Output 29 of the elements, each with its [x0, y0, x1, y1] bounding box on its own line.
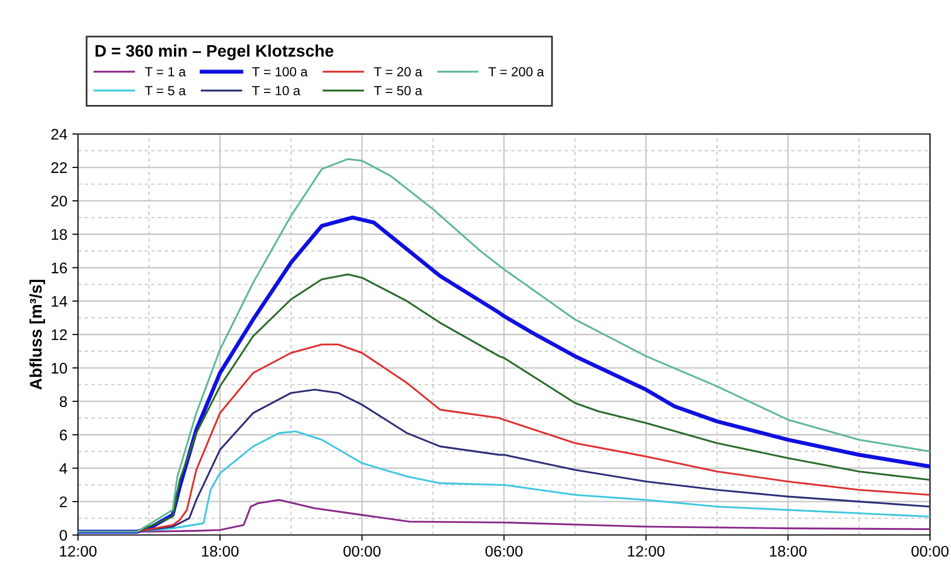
x-tick-label: 18:00 — [202, 546, 239, 557]
y-tick-label: 24 — [51, 128, 68, 140]
y-tick-label: 2 — [60, 496, 67, 508]
chart-title: D = 360 min – Pegel Klotzsche — [96, 44, 334, 60]
legend-label: T = 200 a — [488, 67, 544, 76]
y-axis-title: Abfluss [m³/s] — [30, 280, 46, 390]
y-tick-label: 0 — [60, 530, 67, 541]
legend-label: T = 20 a — [374, 67, 422, 76]
legend-label: T = 5 a — [144, 86, 186, 96]
y-tick-label: 14 — [52, 296, 68, 307]
y-tick-label: 4 — [59, 463, 68, 474]
legend-label: T = 1 a — [144, 67, 186, 76]
y-tick-label: 6 — [60, 430, 67, 440]
y-tick-label: 10 — [52, 362, 67, 374]
x-tick-label: 00:00 — [911, 546, 949, 557]
y-tick-label: 18 — [52, 229, 67, 240]
x-tick-label: 06:00 — [485, 546, 523, 557]
y-tick-label: 22 — [51, 162, 67, 173]
x-tick-label: 12:00 — [60, 546, 97, 557]
y-tick-label: 8 — [60, 396, 67, 408]
x-tick-label: 12:00 — [628, 546, 665, 557]
x-tick-label: 00:00 — [343, 546, 381, 557]
y-tick-label: 12 — [52, 329, 67, 340]
legend-label: T = 100 a — [252, 67, 308, 76]
legend-label: T = 50 a — [374, 86, 422, 96]
x-tick-label: 18:00 — [770, 546, 807, 557]
y-tick-label: 20 — [51, 196, 67, 207]
y-tick-label: 16 — [52, 262, 67, 274]
legend-label: T = 10 a — [252, 86, 300, 96]
